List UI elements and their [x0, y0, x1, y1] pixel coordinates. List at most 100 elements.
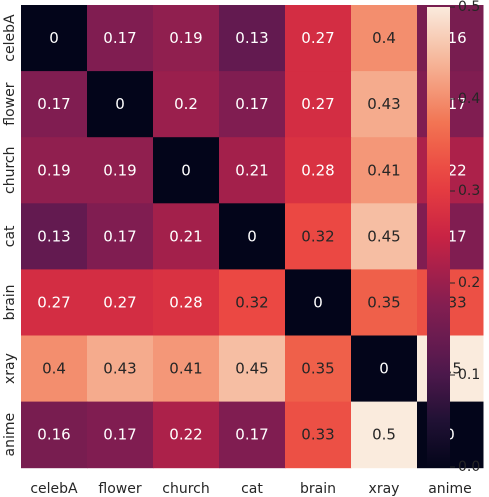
colorbar: 0.0 0.1 0.2 0.3 0.4 0.5	[427, 0, 480, 475]
heatmap-cell	[87, 401, 154, 469]
colorbar-tick-label: 0.4	[458, 91, 480, 107]
x-axis-ticks: celebA flower church cat brain xray anime	[30, 481, 471, 497]
heatmap-cell	[351, 71, 418, 138]
cell-value-label: 0.4	[42, 360, 66, 378]
y-tick-label: brain	[2, 284, 18, 320]
cell-value-label: 0.43	[103, 360, 136, 378]
cell-value-label: 0	[313, 293, 323, 311]
cell-value-label: 0.5	[372, 426, 396, 444]
cell-value-label: 0.17	[235, 95, 268, 113]
colorbar-gradient	[427, 7, 450, 467]
heatmap-cell	[153, 71, 220, 138]
x-tick-label: church	[162, 481, 209, 497]
cell-value-label: 0.19	[37, 161, 70, 179]
colorbar-tick-label: 0.1	[458, 367, 480, 383]
cell-value-label: 0.17	[103, 29, 136, 47]
heatmap-cell	[219, 71, 286, 138]
y-tick-label: xray	[2, 353, 18, 384]
heatmap-cell	[351, 401, 418, 469]
heatmap-cell	[153, 137, 220, 204]
heatmap-cell	[87, 5, 154, 72]
heatmap-cell	[219, 269, 286, 336]
y-tick-label: flower	[2, 82, 18, 125]
cell-value-label: 0.45	[235, 360, 268, 378]
cell-value-label: 0.33	[301, 426, 334, 444]
heatmap-cell	[153, 269, 220, 336]
heatmap-cell	[153, 335, 220, 403]
cell-value-label: 0.19	[103, 161, 136, 179]
heatmap-cell	[87, 137, 154, 204]
heatmap-cell	[153, 203, 220, 270]
colorbar-tick-label: 0.2	[458, 275, 480, 291]
cell-value-label: 0	[181, 161, 191, 179]
heatmap-cell	[285, 335, 352, 403]
heatmap-cell	[21, 203, 88, 270]
y-tick-label: anime	[2, 413, 18, 457]
heatmap-cell	[285, 137, 352, 204]
heatmap-cell	[87, 269, 154, 336]
cell-value-label: 0.21	[169, 227, 202, 245]
heatmap-cell	[219, 5, 286, 72]
cell-value-label: 0.43	[367, 95, 400, 113]
cell-value-label: 0.17	[235, 426, 268, 444]
heatmap-cell	[351, 5, 418, 72]
colorbar-tick-label: 0.5	[458, 0, 480, 15]
cell-value-label: 0.17	[103, 426, 136, 444]
cell-value-label: 0	[247, 227, 257, 245]
y-axis-ticks: celebA flower church cat brain xray anime	[2, 14, 18, 456]
cell-value-label: 0.27	[103, 293, 136, 311]
heatmap-cell	[219, 335, 286, 403]
heatmap-cell	[21, 269, 88, 336]
cell-value-label: 0.32	[235, 293, 268, 311]
cell-value-label: 0.28	[169, 293, 202, 311]
heatmap-cell	[285, 203, 352, 270]
cell-value-label: 0.2	[174, 95, 198, 113]
heatmap-cells: 0 0.17 0.19 0.13 0.27 0.4 0.16 0.17 0 0.2 0.17 0.27…	[21, 5, 484, 469]
cell-value-label: 0.13	[37, 227, 70, 245]
heatmap-cell	[351, 269, 418, 336]
cell-value-label: 0.17	[103, 227, 136, 245]
cell-value-label: 0.27	[37, 293, 70, 311]
cell-value-label: 0.16	[37, 426, 70, 444]
heatmap-cell	[285, 401, 352, 469]
heatmap-cell	[285, 269, 352, 336]
heatmap-cell	[21, 335, 88, 403]
heatmap-cell	[219, 401, 286, 469]
cell-value-label: 0.21	[235, 161, 268, 179]
cell-value-label: 0.41	[169, 360, 202, 378]
heatmap-cell	[21, 5, 88, 72]
cell-value-label: 0.27	[301, 95, 334, 113]
cell-value-label: 0.32	[301, 227, 334, 245]
x-tick-label: brain	[300, 481, 336, 497]
heatmap-cell	[351, 203, 418, 270]
cell-value-label: 0.45	[367, 227, 400, 245]
x-tick-label: cat	[241, 481, 263, 497]
x-tick-label: flower	[98, 481, 141, 497]
heatmap-cell	[21, 137, 88, 204]
cell-value-label: 0.41	[367, 161, 400, 179]
cell-value-label: 0.27	[301, 29, 334, 47]
heatmap-cell	[351, 335, 418, 403]
x-tick-label: xray	[369, 481, 400, 497]
cell-value-label: 0	[379, 360, 389, 378]
cell-value-label: 0.22	[169, 426, 202, 444]
heatmap-cell	[153, 5, 220, 72]
x-tick-label: anime	[428, 481, 472, 497]
cell-value-label: 0.13	[235, 29, 268, 47]
heatmap-cell	[285, 71, 352, 138]
heatmap-cell	[219, 137, 286, 204]
cell-value-label: 0.4	[372, 29, 396, 47]
cell-value-label: 0.35	[301, 360, 334, 378]
colorbar-tick-label: 0.3	[458, 183, 480, 199]
heatmap-cell	[285, 5, 352, 72]
heatmap-cell	[219, 203, 286, 270]
cell-value-label: 0.19	[169, 29, 202, 47]
heatmap-cell	[21, 401, 88, 469]
heatmap-cell	[351, 137, 418, 204]
y-tick-label: cat	[2, 225, 18, 247]
y-tick-label: celebA	[2, 14, 18, 62]
cell-value-label: 0	[49, 29, 59, 47]
cell-value-label: 0.17	[37, 95, 70, 113]
y-tick-label: church	[2, 147, 18, 194]
